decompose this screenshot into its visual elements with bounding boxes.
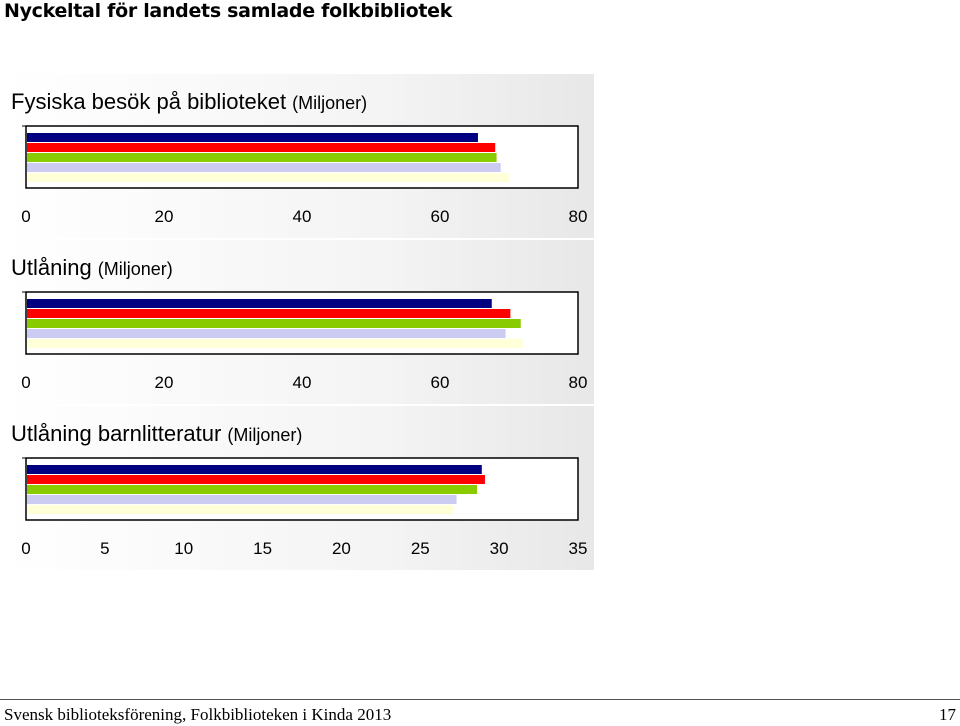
- chart-title-unit: (Miljoner): [227, 425, 302, 445]
- x-tick-label: 0: [21, 373, 30, 392]
- chart-panel-children-loans: Utlåning barnlitteratur (Miljoner) 0 5 10 15 2…: [2, 406, 690, 570]
- bar-2007: [27, 163, 501, 172]
- x-tick-label: 40: [293, 207, 312, 226]
- bar-2007: [27, 495, 457, 504]
- bar-2011: [27, 143, 496, 152]
- chart-title: Utlåning barnlitteratur (Miljoner): [11, 421, 302, 446]
- chart-title-main: Utlåning: [11, 255, 92, 280]
- x-tick-label: 80: [569, 373, 588, 392]
- page-number: 17: [939, 705, 956, 724]
- legend-area: [594, 406, 690, 570]
- legend-area: [594, 74, 690, 238]
- x-tick-label: 0: [21, 207, 30, 226]
- bar-2005: [27, 173, 509, 182]
- x-tick-label: 40: [293, 373, 312, 392]
- x-tick-label: 20: [155, 373, 174, 392]
- x-tick-label: 20: [332, 539, 351, 558]
- legend-area: [594, 240, 690, 404]
- x-tick-label: 60: [431, 207, 450, 226]
- bar-2009: [27, 319, 521, 328]
- footer-text: Svensk biblioteksförening, Folkbibliotek…: [4, 705, 392, 724]
- bar-2013: [27, 465, 482, 474]
- chart-visits: Fysiska besök på biblioteket (Miljoner) 0 2…: [11, 89, 673, 226]
- x-tick-label: 20: [155, 207, 174, 226]
- bar-2011: [27, 309, 511, 318]
- bar-2007: [27, 329, 506, 338]
- x-tick-label: 80: [569, 207, 588, 226]
- chart-children-loans: Utlåning barnlitteratur (Miljoner) 0 5 10 15 2…: [11, 421, 673, 558]
- bar-2013: [27, 299, 492, 308]
- bar-2005: [27, 339, 523, 348]
- bar-2005: [27, 505, 454, 514]
- chart-title-unit: (Miljoner): [292, 93, 367, 113]
- x-tick-label: 30: [490, 539, 509, 558]
- footer: Svensk biblioteksförening, Folkbibliotek…: [0, 699, 960, 726]
- chart-title: Utlåning (Miljoner): [11, 255, 173, 280]
- chart-panel-visits: Fysiska besök på biblioteket (Miljoner) 0 2…: [2, 74, 690, 238]
- x-tick-label: 5: [100, 539, 109, 558]
- chart-title-main: Utlåning barnlitteratur: [11, 421, 221, 446]
- x-tick-label: 25: [411, 539, 430, 558]
- bar-2011: [27, 475, 485, 484]
- x-tick-label: 60: [431, 373, 450, 392]
- x-tick-label: 10: [174, 539, 193, 558]
- x-tick-label: 15: [253, 539, 272, 558]
- x-tick-label: 0: [21, 539, 30, 558]
- chart-title-unit: (Miljoner): [98, 259, 173, 279]
- chart-title: Fysiska besök på biblioteket (Miljoner): [11, 89, 367, 114]
- bar-2009: [27, 153, 497, 162]
- bar-2009: [27, 485, 478, 494]
- chart-panel-loans: Utlåning(Miljoner)0204060802013201120092…: [2, 240, 690, 404]
- page-title: Nyckeltal för landets samlade folkbiblio…: [4, 0, 453, 22]
- bar-2013: [27, 133, 478, 142]
- x-tick-label: 35: [569, 539, 588, 558]
- chart-title-main: Fysiska besök på biblioteket: [11, 89, 286, 114]
- chart-loans: Utlåning(Miljoner)0204060802013201120092…: [11, 255, 673, 392]
